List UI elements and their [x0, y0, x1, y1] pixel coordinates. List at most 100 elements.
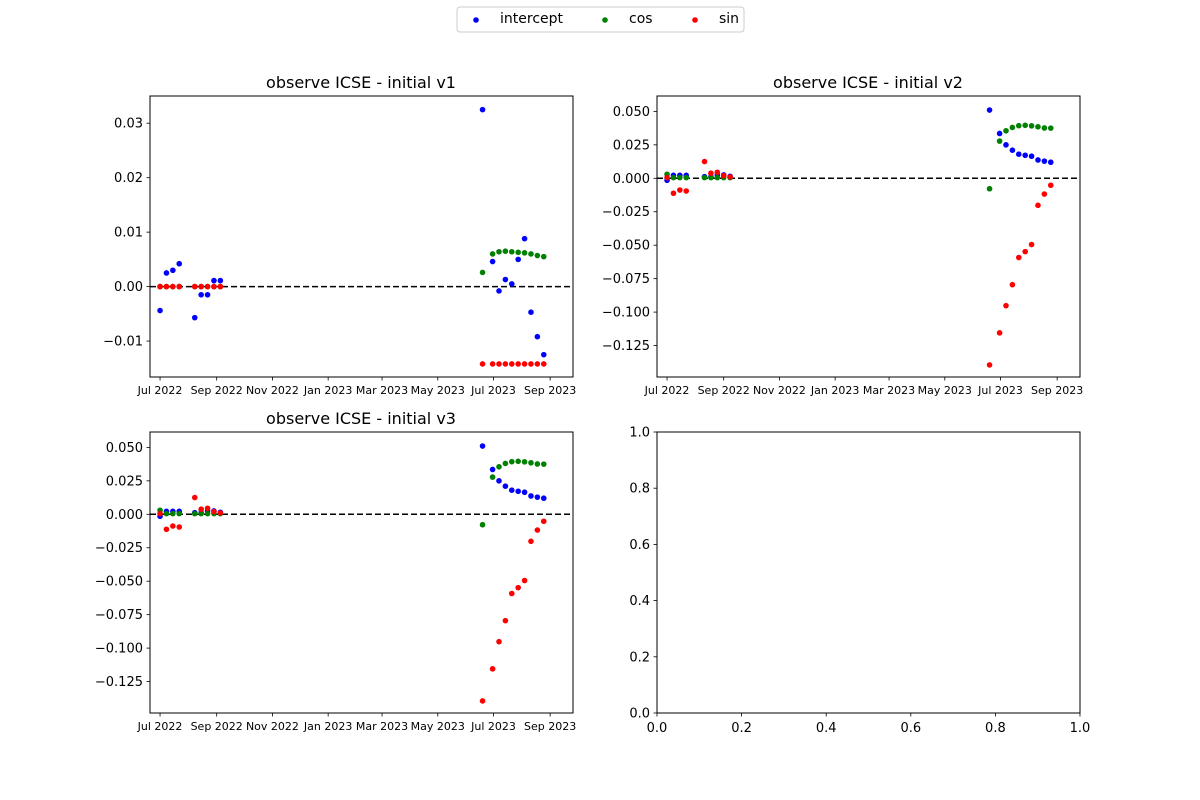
point-cos — [198, 510, 204, 517]
point-intercept — [479, 106, 486, 113]
point-cos — [521, 250, 528, 256]
point-intercept — [479, 443, 486, 449]
y-tick-label: −0.050 — [95, 575, 143, 590]
point-intercept — [521, 235, 528, 242]
point-sin — [534, 527, 541, 533]
point-sin — [1035, 202, 1041, 209]
x-tick-label: 0.0 — [647, 721, 668, 736]
point-intercept — [489, 466, 496, 473]
x-tick-label: May 2023 — [411, 384, 465, 397]
point-sin — [521, 361, 528, 367]
point-cos — [1015, 122, 1022, 129]
point-intercept — [1022, 152, 1028, 159]
axes-frame — [149, 431, 574, 714]
point-intercept — [521, 489, 528, 496]
point-intercept — [508, 487, 515, 494]
point-intercept — [534, 494, 541, 500]
point-sin — [727, 174, 733, 180]
legend-marker-sin — [692, 17, 698, 23]
point-sin — [701, 158, 708, 165]
point-cos — [1009, 124, 1016, 131]
legend: intercept cos sin — [456, 6, 745, 33]
x-tick-label: Jan 2023 — [303, 720, 352, 733]
y-tick-label: −0.125 — [95, 675, 143, 690]
point-intercept — [540, 351, 547, 358]
point-intercept — [489, 258, 496, 265]
x-tick-label: Nov 2022 — [246, 384, 299, 397]
point-intercept — [496, 478, 502, 484]
point-intercept — [217, 277, 224, 284]
point-intercept — [204, 291, 211, 298]
x-tick-label: Jul 2023 — [470, 720, 516, 733]
point-sin — [534, 361, 541, 367]
subplot-v1: Jul 2022 Sep 2022 Nov 2022 Jan 2023 Mar 2023… — [103, 73, 576, 397]
point-sin — [708, 170, 714, 177]
y-tick-label: 0.025 — [106, 474, 143, 489]
point-sin — [996, 330, 1003, 336]
point-sin — [670, 190, 677, 197]
y-tick-label: 0.0 — [629, 707, 650, 722]
x-tick-label: Nov 2022 — [246, 720, 299, 733]
x-tick-label: 0.6 — [900, 721, 921, 736]
point-sin — [515, 584, 521, 591]
point-sin — [489, 361, 496, 367]
point-sin — [176, 524, 183, 530]
point-cos — [502, 248, 509, 255]
point-sin — [720, 172, 727, 179]
point-intercept — [1003, 142, 1009, 148]
point-sin — [986, 362, 993, 368]
x-tick-label: Jan 2023 — [810, 384, 859, 397]
point-cos — [515, 249, 521, 256]
plot-area-v1 — [149, 95, 574, 378]
point-sin — [496, 638, 502, 645]
point-sin — [479, 361, 486, 367]
point-sin — [528, 538, 534, 545]
point-cos — [489, 251, 496, 257]
x-tick-label: Sep 2023 — [524, 720, 576, 733]
x-tick-label: Sep 2022 — [191, 384, 243, 397]
points-v2 — [664, 107, 1054, 368]
point-cos — [534, 252, 541, 259]
y-tick-labels-v3: −0.125 −0.100 −0.075 −0.050 −0.025 0.000 0.025… — [95, 441, 150, 690]
x-tick-label: 0.4 — [816, 721, 837, 736]
x-tick-label: Sep 2023 — [1031, 384, 1083, 397]
legend-frame — [456, 6, 745, 33]
point-cos — [176, 510, 183, 517]
point-cos — [670, 174, 677, 181]
point-sin — [1015, 254, 1022, 261]
point-intercept — [170, 267, 176, 274]
point-intercept — [1047, 159, 1054, 166]
point-sin — [170, 283, 176, 290]
legend-marker-cos — [602, 17, 608, 23]
y-tick-label: −0.025 — [95, 541, 143, 556]
point-cos — [1041, 125, 1048, 131]
x-tick-label: Jul 2022 — [137, 384, 183, 397]
subplot-v2: Jul 2022 Sep 2022 Nov 2022 Jan 2023 Mar 2023… — [602, 73, 1083, 397]
point-sin — [1003, 302, 1009, 309]
point-sin — [170, 523, 176, 529]
point-sin — [211, 508, 217, 515]
x-tick-label: Jul 2022 — [137, 720, 183, 733]
point-intercept — [508, 281, 515, 287]
legend-marker-intercept — [473, 17, 479, 23]
subplot-title-v2: observe ICSE - initial v2 — [773, 73, 963, 92]
point-intercept — [515, 256, 521, 263]
point-sin — [176, 283, 183, 290]
point-sin — [163, 283, 170, 290]
point-sin — [157, 510, 163, 517]
point-cos — [540, 253, 547, 260]
x-tick-label: Mar 2023 — [863, 384, 915, 397]
point-intercept — [1028, 153, 1035, 160]
point-sin — [1022, 248, 1028, 255]
point-sin — [502, 361, 509, 367]
point-sin — [217, 283, 224, 290]
y-tick-label: 0.02 — [114, 171, 143, 186]
y-tick-label: −0.075 — [95, 608, 143, 623]
y-tick-label: 0.000 — [106, 508, 143, 523]
point-cos — [996, 138, 1003, 144]
point-sin — [528, 361, 534, 367]
y-tick-label: −0.125 — [602, 339, 650, 354]
point-sin — [489, 666, 496, 672]
y-tick-label: 0.050 — [613, 105, 650, 120]
subplot-empty: 0.0 0.2 0.4 0.6 0.8 1.0 0.0 0.2 0.4 0.6 0.8 1.0 — [629, 426, 1090, 737]
